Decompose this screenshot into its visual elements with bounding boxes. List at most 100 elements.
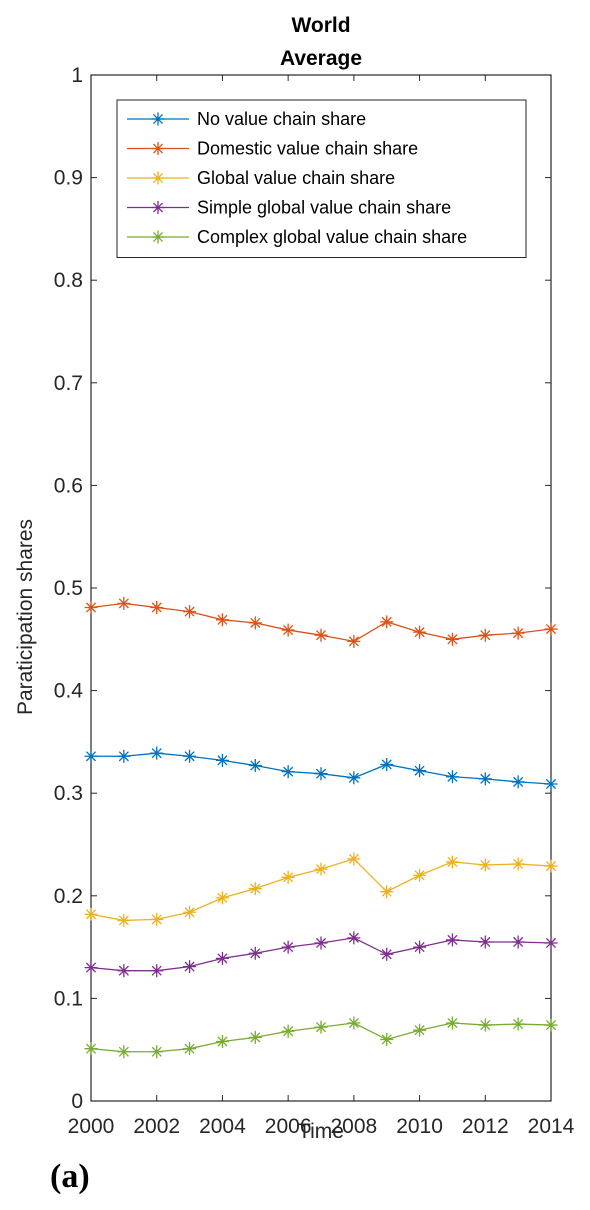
data-point [150, 964, 164, 978]
series-5 [84, 1016, 558, 1059]
data-point [117, 749, 131, 763]
data-point [347, 852, 361, 866]
data-point [478, 628, 492, 642]
legend-entry-label: Simple global value chain share [197, 198, 451, 218]
data-point [347, 771, 361, 785]
data-point [544, 859, 558, 873]
data-point [117, 1045, 131, 1059]
data-point [413, 868, 427, 882]
data-point [248, 616, 262, 630]
data-point [380, 757, 394, 771]
data-point [215, 1034, 229, 1048]
data-point [150, 746, 164, 760]
data-point [314, 862, 328, 876]
data-point [117, 596, 131, 610]
data-point [314, 767, 328, 781]
data-point [281, 623, 295, 637]
data-point [281, 940, 295, 954]
data-point [248, 882, 262, 896]
data-point [84, 907, 98, 921]
legend-box [116, 99, 527, 258]
data-point [544, 777, 558, 791]
data-point [478, 772, 492, 786]
data-point [544, 936, 558, 950]
panel-label: (a) [50, 1158, 90, 1195]
data-point [445, 933, 459, 947]
x-tick-label: 2004 [199, 1115, 246, 1138]
legend-marker [151, 112, 165, 126]
x-tick-label: 2000 [68, 1115, 115, 1138]
legend-entry-label: Complex global value chain share [197, 227, 467, 247]
series-4 [84, 931, 558, 978]
data-point [84, 600, 98, 614]
x-tick-label: 2006 [265, 1115, 312, 1138]
y-tick-label: 0.5 [54, 577, 83, 600]
y-tick-label: 0.4 [54, 680, 84, 703]
data-point [347, 1016, 361, 1030]
data-point [183, 605, 197, 619]
y-tick-label: 0.1 [54, 987, 83, 1010]
x-tick-label: 2008 [330, 1115, 377, 1138]
data-point [478, 858, 492, 872]
y-axis-label: Paraticipation shares [14, 519, 37, 715]
y-tick-label: 0.6 [54, 474, 83, 497]
data-point [413, 1023, 427, 1037]
data-point [445, 770, 459, 784]
data-point [84, 749, 98, 763]
data-point [478, 1018, 492, 1032]
data-point [215, 753, 229, 767]
legend: No value chain share Domestic value chain… [116, 99, 527, 258]
data-point [347, 634, 361, 648]
data-point [445, 632, 459, 646]
y-tick-label: 0.8 [54, 269, 83, 292]
y-tick-label: 0.2 [54, 885, 83, 908]
data-point [248, 946, 262, 960]
chart-title-line-1: World [291, 14, 350, 37]
legend-marker [151, 171, 165, 185]
y-tick-label: 0 [71, 1090, 83, 1113]
data-point [544, 622, 558, 636]
data-point [314, 628, 328, 642]
data-point [445, 1016, 459, 1030]
data-point [314, 1020, 328, 1034]
legend-entry-label: No value chain share [197, 109, 366, 129]
data-point [413, 940, 427, 954]
data-point [84, 1042, 98, 1056]
data-point [380, 885, 394, 899]
data-point [478, 935, 492, 949]
series-2 [84, 596, 558, 648]
data-point [314, 936, 328, 950]
series-3 [84, 852, 558, 927]
x-tick-label: 2012 [462, 1115, 509, 1138]
legend-marker [151, 142, 165, 155]
data-point [413, 764, 427, 778]
legend-entry-label: Domestic value chain share [197, 139, 418, 159]
y-tick-label: 0.9 [54, 167, 83, 190]
data-point [445, 855, 459, 869]
y-tick-label: 0.7 [54, 372, 83, 395]
legend-entry-label: Global value chain share [197, 168, 395, 188]
x-tick-label: 2010 [396, 1115, 443, 1138]
data-point [380, 615, 394, 629]
legend-marker [151, 201, 165, 214]
data-point [281, 1024, 295, 1038]
data-point [183, 749, 197, 763]
data-point [183, 960, 197, 974]
data-point [150, 600, 164, 614]
y-tick-label: 0.3 [54, 782, 83, 805]
data-point [511, 626, 525, 640]
data-point [347, 931, 361, 945]
data-point [380, 947, 394, 961]
data-point [544, 1018, 558, 1032]
data-point [413, 625, 427, 639]
data-point [183, 905, 197, 919]
data-point [84, 961, 98, 975]
data-point [215, 951, 229, 965]
y-tick-label: 1 [71, 64, 83, 87]
data-point [511, 1017, 525, 1031]
data-point [511, 935, 525, 949]
legend-marker [151, 230, 165, 244]
data-point [248, 1030, 262, 1044]
x-tick-label: 2002 [133, 1115, 180, 1138]
